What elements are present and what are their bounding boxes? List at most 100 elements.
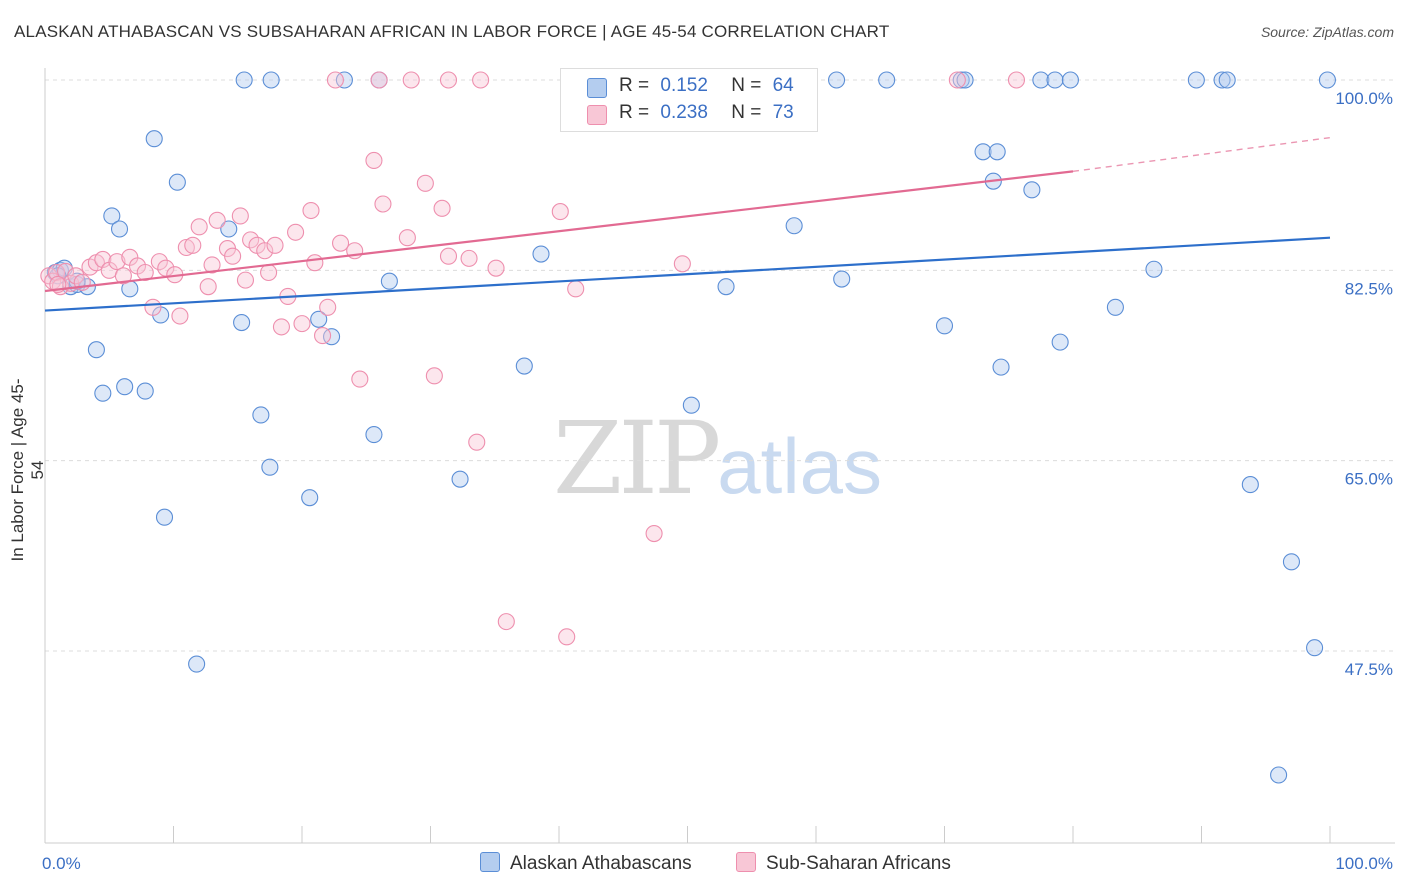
y-tick-label: 100.0%: [1335, 89, 1393, 108]
legend-item-subsaharan[interactable]: Sub-Saharan Africans: [736, 852, 951, 875]
subsaharan-point: [136, 263, 154, 282]
subsaharan-point: [433, 199, 451, 217]
alaskan-point: [323, 328, 341, 346]
legend-item-alaskan[interactable]: Alaskan Athabascans: [480, 852, 692, 875]
alaskan-point: [1051, 333, 1069, 351]
subsaharan-point: [439, 247, 458, 265]
subsaharan-point: [236, 271, 255, 289]
subsaharan-legend-swatch: [736, 852, 756, 872]
n-label: N =: [731, 75, 762, 96]
alaskan-point: [828, 71, 846, 89]
alaskan-point: [682, 396, 700, 414]
legend-label-alaskan: Alaskan Athabascans: [510, 853, 692, 874]
subsaharan-point: [208, 211, 226, 229]
y-axis-label: In Labor Force | Age 45-54: [8, 378, 47, 562]
alaskan-point: [380, 272, 398, 290]
alaskan-point: [110, 220, 129, 238]
alaskan-point: [252, 406, 270, 424]
subsaharan-point: [370, 71, 388, 89]
r-label: R =: [619, 102, 650, 123]
r-label: R =: [619, 75, 650, 96]
subsaharan-point: [1007, 71, 1026, 89]
alaskan-point: [1061, 71, 1079, 89]
alaskan-swatch: [587, 78, 607, 98]
subsaharan-point: [203, 256, 221, 274]
alaskan-point: [1213, 71, 1231, 89]
subsaharan-trend-extension: [1072, 136, 1331, 173]
alaskan-point: [335, 71, 353, 89]
alaskan-point: [992, 358, 1010, 376]
alaskan-point: [1241, 476, 1259, 494]
stats-legend: R = 0.152 N = 64 R = 0.238 N = 73: [560, 68, 818, 132]
subsaharan-point: [272, 318, 290, 336]
alaskan-point: [974, 143, 992, 161]
alaskan-point: [1306, 639, 1324, 657]
subsaharan-point: [645, 524, 663, 543]
subsaharan-point: [171, 307, 189, 325]
source-credit: Source: ZipAtlas.com: [1260, 24, 1394, 40]
alaskan-point: [717, 278, 735, 296]
subsaharan-swatch: [587, 105, 607, 125]
alaskan-point: [1046, 71, 1064, 89]
subsaharan-point: [190, 218, 208, 236]
subsaharan-point: [114, 267, 132, 285]
subsaharan-point: [144, 298, 162, 316]
subsaharan-point: [184, 236, 202, 254]
alaskan-trend-line: [44, 236, 1331, 312]
subsaharan-point: [460, 249, 478, 267]
alaskan-point: [878, 71, 896, 89]
subsaharan-point: [287, 223, 305, 241]
alaskan-point: [68, 272, 86, 290]
x-tick-label: 0.0%: [42, 854, 81, 873]
alaskan-point: [1218, 71, 1236, 89]
alaskan-point: [145, 130, 163, 148]
r-value: 0.152: [660, 75, 708, 96]
alaskan-point: [168, 173, 186, 191]
subsaharan-point: [365, 151, 383, 170]
alaskan-point: [1318, 71, 1336, 89]
n-label: N =: [731, 102, 762, 123]
subsaharan-point: [398, 229, 416, 247]
alaskan-legend-swatch: [480, 852, 500, 872]
subsaharan-point: [673, 255, 691, 273]
subsaharan-point: [224, 247, 242, 265]
subsaharan-point: [416, 174, 434, 192]
subsaharan-point: [231, 207, 249, 225]
alaskan-point: [515, 357, 533, 375]
y-tick-label: 65.0%: [1345, 470, 1393, 489]
alaskan-point: [188, 655, 206, 673]
subsaharan-point: [319, 298, 337, 316]
subsaharan-point: [567, 280, 585, 298]
subsaharan-point: [302, 201, 320, 220]
alaskan-point: [451, 470, 469, 488]
alaskan-point: [1032, 71, 1050, 89]
subsaharan-point: [487, 259, 505, 277]
alaskan-point: [785, 217, 803, 235]
alaskan-point: [233, 313, 251, 332]
alaskan-point: [301, 489, 319, 507]
n-value: 73: [772, 102, 794, 123]
subsaharan-point: [551, 203, 569, 221]
subsaharan-point: [326, 71, 344, 89]
n-value: 64: [772, 75, 794, 96]
alaskan-point: [220, 220, 238, 238]
subsaharan-point: [402, 71, 420, 89]
subsaharan-point: [199, 278, 217, 296]
subsaharan-point: [67, 267, 85, 285]
subsaharan-point: [374, 195, 392, 213]
chart-title: ALASKAN ATHABASCAN VS SUBSAHARAN AFRICAN…: [14, 22, 890, 41]
alaskan-point: [1270, 766, 1288, 784]
subsaharan-point: [94, 250, 112, 269]
legend-label-subsaharan: Sub-Saharan Africans: [766, 853, 951, 874]
subsaharan-trend-line: [44, 170, 1074, 293]
alaskan-point: [1023, 181, 1041, 199]
alaskan-point: [103, 207, 121, 225]
subsaharan-point: [351, 370, 369, 388]
subsaharan-point: [266, 236, 284, 254]
subsaharan-point: [293, 315, 311, 333]
subsaharan-point: [314, 327, 332, 345]
subsaharan-point: [260, 263, 278, 282]
alaskan-point: [136, 382, 154, 400]
subsaharan-point: [425, 367, 443, 385]
